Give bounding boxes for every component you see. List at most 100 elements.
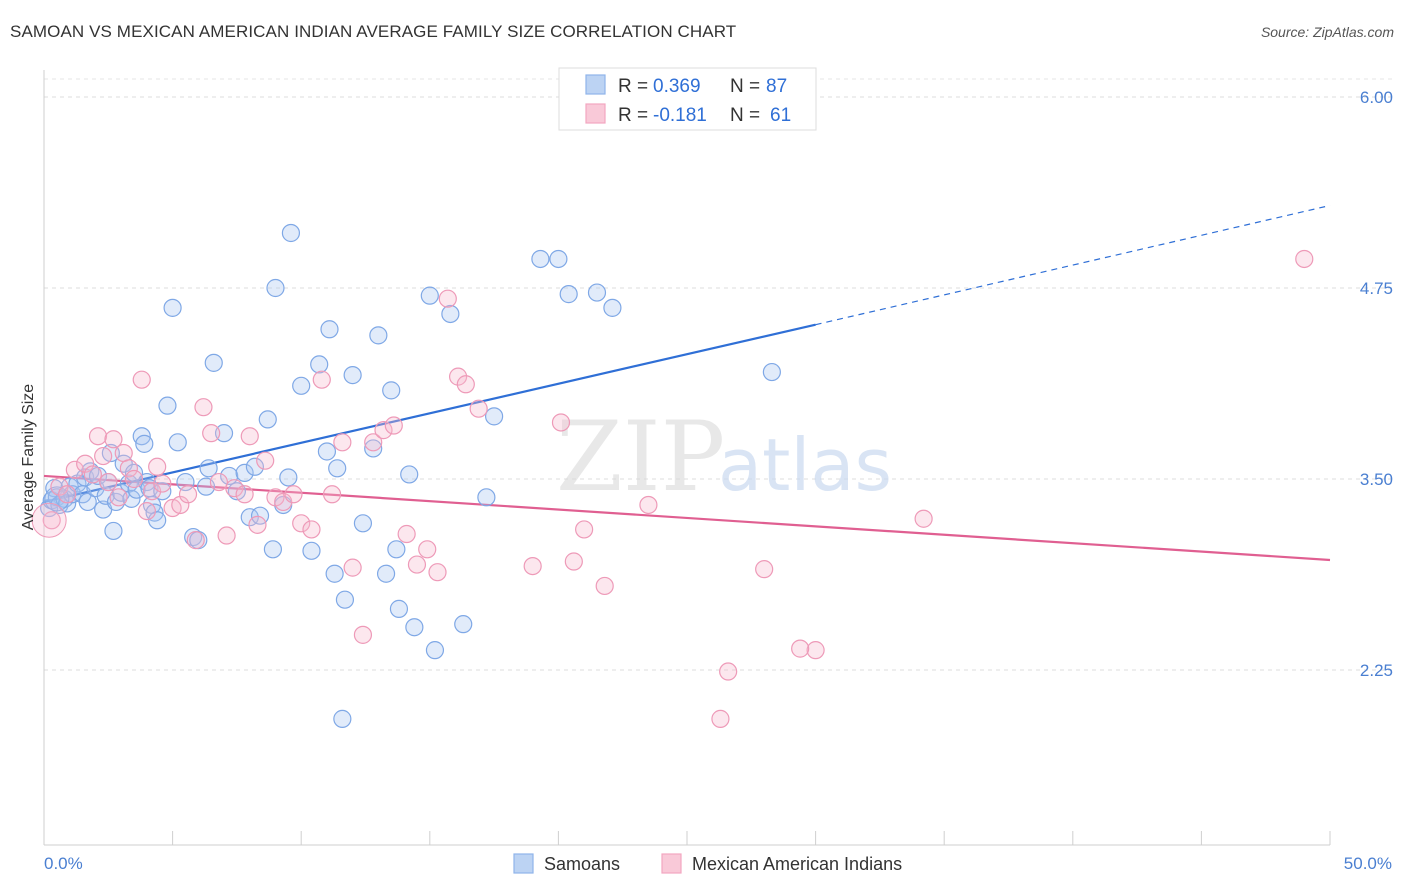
mexican-point-5 bbox=[83, 465, 102, 484]
mexican-point-12 bbox=[119, 459, 138, 478]
mexican-point-1 bbox=[50, 477, 69, 496]
mexican-point-3 bbox=[65, 460, 84, 479]
trend-mexican-solid bbox=[43, 474, 1331, 562]
watermark: ZIP atlas bbox=[556, 401, 892, 513]
samoans-point-75 bbox=[405, 618, 424, 637]
samoans-point-61 bbox=[317, 442, 337, 461]
mexican-point-60 bbox=[806, 641, 825, 660]
mexican-point-30 bbox=[248, 515, 267, 534]
mexican-point-44 bbox=[384, 416, 403, 435]
source-credit: Source: ZipAtlas.com bbox=[1260, 24, 1394, 40]
mexican-point-61 bbox=[719, 662, 738, 681]
samoans-point-73 bbox=[389, 599, 409, 618]
mexican-point-49 bbox=[438, 289, 457, 308]
mexican-point-10 bbox=[109, 488, 128, 507]
samoans-point-38 bbox=[168, 433, 187, 452]
samoans-point-76 bbox=[420, 286, 439, 305]
legend-n-value-2: 61 bbox=[770, 105, 791, 126]
samoans-point-65 bbox=[335, 590, 355, 609]
chart-title: SAMOAN VS MEXICAN AMERICAN INDIAN AVERAG… bbox=[10, 22, 737, 41]
mexican-point-17 bbox=[148, 457, 167, 476]
samoans-point-77 bbox=[425, 641, 445, 660]
mexican-point-24 bbox=[202, 424, 221, 443]
mexican-point-45 bbox=[397, 524, 416, 544]
samoans-point-54 bbox=[266, 278, 285, 298]
bottom-legend: Samoans Mexican American Indians bbox=[513, 853, 902, 874]
samoans-point-79 bbox=[454, 615, 473, 634]
samoans-point-20 bbox=[104, 521, 123, 541]
mexican-point-47 bbox=[418, 540, 437, 559]
legend: R = 0.369 N = 87 R = -0.181 N = 61 bbox=[558, 67, 817, 131]
samoans-point-50 bbox=[245, 457, 265, 476]
mexican-point-48 bbox=[428, 563, 447, 582]
samoans-point-62 bbox=[320, 320, 339, 339]
samoans-point-66 bbox=[343, 365, 362, 385]
samoans-point-43 bbox=[199, 459, 218, 478]
samoans-point-59 bbox=[302, 541, 321, 560]
samoans-point-63 bbox=[325, 564, 344, 583]
bottom-legend-label-mexican-american-indians: Mexican American Indians bbox=[692, 854, 902, 874]
samoans-point-81 bbox=[485, 407, 504, 426]
mexican-point-15 bbox=[137, 501, 156, 521]
legend-r-label-1: R = bbox=[618, 76, 648, 97]
mexican-point-18 bbox=[153, 474, 172, 493]
samoans-point-72 bbox=[387, 540, 406, 559]
mexican-point-46 bbox=[407, 555, 427, 574]
mexican-point-11 bbox=[114, 443, 133, 463]
samoans-point-60 bbox=[310, 355, 329, 374]
mexican-point-52 bbox=[469, 399, 488, 418]
trend-line-mexican-american-indians bbox=[43, 474, 1331, 562]
samoans-point-29 bbox=[135, 434, 154, 453]
watermark-zip: ZIP bbox=[556, 401, 725, 513]
mexican-point-63 bbox=[791, 639, 810, 658]
watermark-atlas: atlas bbox=[718, 423, 892, 507]
mexican-point-50 bbox=[448, 367, 468, 386]
mexican-point-7 bbox=[94, 446, 113, 466]
samoans-point-57 bbox=[281, 223, 301, 243]
mexican-point-38 bbox=[322, 485, 342, 504]
mexican-point-37 bbox=[312, 370, 331, 389]
y-tick-labels: 2.25 3.50 4.75 6.00 bbox=[1360, 88, 1393, 680]
samoans-point-45 bbox=[214, 424, 234, 443]
samoans-point-40 bbox=[184, 527, 203, 547]
samoans-cluster-blob bbox=[44, 486, 70, 512]
mexican-point-29 bbox=[240, 427, 259, 446]
mexican-point-14 bbox=[132, 370, 151, 389]
mexican-point-31 bbox=[256, 451, 275, 470]
legend-n-value-1: 87 bbox=[766, 76, 787, 97]
mexican-point-43 bbox=[374, 421, 393, 440]
mexican-point-26 bbox=[217, 526, 236, 545]
samoans-point-58 bbox=[292, 376, 311, 395]
mexican-point-39 bbox=[333, 433, 352, 452]
bottom-legend-swatch-samoans bbox=[513, 853, 534, 874]
trend-samoans-dashed bbox=[815, 204, 1331, 326]
bottom-legend-label-samoans: Samoans bbox=[544, 854, 620, 874]
samoans-point-64 bbox=[328, 459, 347, 478]
mexican-point-53 bbox=[523, 556, 542, 576]
x-tick-label-min: 0.0% bbox=[44, 854, 83, 873]
mexican-point-57 bbox=[595, 576, 614, 596]
legend-n-label-2: N = bbox=[730, 105, 760, 126]
mexican-point-27 bbox=[225, 479, 244, 498]
series-samoans-points bbox=[40, 223, 781, 728]
series-mexican-american-indians-points bbox=[31, 249, 1314, 728]
mexican-point-58 bbox=[639, 495, 658, 515]
samoans-point-67 bbox=[353, 514, 373, 533]
samoans-point-52 bbox=[258, 410, 277, 429]
mexican-point-23 bbox=[194, 398, 213, 417]
mexican-point-2 bbox=[58, 485, 77, 504]
mexican-point-56 bbox=[575, 520, 594, 539]
mexican-point-40 bbox=[343, 558, 362, 577]
y-tick-label-0: 2.25 bbox=[1360, 661, 1393, 680]
samoans-point-82 bbox=[531, 249, 550, 269]
legend-r-value-2: -0.181 bbox=[653, 105, 707, 126]
trend-line-samoans bbox=[43, 204, 1331, 503]
legend-r-value-1: 0.369 bbox=[653, 76, 701, 97]
mexican-point-16 bbox=[142, 482, 162, 501]
mexican-point-65 bbox=[1295, 249, 1314, 269]
samoans-point-71 bbox=[382, 381, 401, 400]
mexican-point-8 bbox=[99, 472, 118, 492]
legend-n-label-1: N = bbox=[730, 76, 760, 97]
mexican-point-33 bbox=[274, 492, 293, 512]
legend-swatch-mexican-american-indians bbox=[585, 103, 606, 124]
